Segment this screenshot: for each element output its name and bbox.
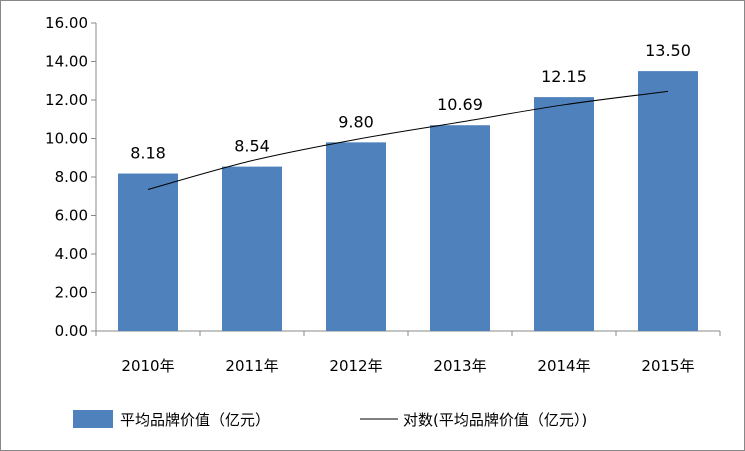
plot-area: 0.00 2.00 4.00 6.00 8.00 10.00 12.00 14.00 16.00… xyxy=(45,14,721,375)
data-label: 10.69 xyxy=(437,95,483,114)
x-tick-label: 2012年 xyxy=(329,357,382,375)
data-label: 13.50 xyxy=(645,41,691,60)
trendline xyxy=(147,90,669,190)
legend-trendline-label: 对数(平均品牌价值（亿元）) xyxy=(403,411,587,429)
legend-bar-swatch xyxy=(73,410,113,428)
x-tick-label: 2010年 xyxy=(121,357,174,375)
y-tick-label: 10.00 xyxy=(45,130,88,148)
data-label: 8.54 xyxy=(234,137,270,156)
legend: 平均品牌价值（亿元） 对数(平均品牌价值（亿元）) xyxy=(73,410,587,429)
y-tick-label: 8.00 xyxy=(55,168,88,186)
bar xyxy=(430,125,490,331)
x-tick-label: 2015年 xyxy=(641,357,694,375)
x-tick-label: 2014年 xyxy=(537,357,590,375)
y-tick-label: 16.00 xyxy=(45,14,88,32)
bar xyxy=(326,142,386,331)
y-tick-label: 14.00 xyxy=(45,53,88,71)
data-label: 9.80 xyxy=(338,112,374,131)
bar xyxy=(638,71,698,331)
bar xyxy=(222,166,282,331)
y-tick-label: 12.00 xyxy=(45,91,88,109)
y-tick-label: 0.00 xyxy=(55,322,88,340)
data-label: 8.18 xyxy=(130,144,166,163)
x-tick-label: 2011年 xyxy=(225,357,278,375)
y-tick-label: 6.00 xyxy=(55,207,88,225)
data-label: 12.15 xyxy=(541,67,587,86)
y-tick-label: 4.00 xyxy=(55,245,88,263)
y-tick-label: 2.00 xyxy=(55,284,88,302)
legend-bar-label: 平均品牌价值（亿元） xyxy=(120,411,270,429)
bar xyxy=(534,97,594,331)
x-tick-label: 2013年 xyxy=(433,357,486,375)
bar xyxy=(118,173,178,331)
